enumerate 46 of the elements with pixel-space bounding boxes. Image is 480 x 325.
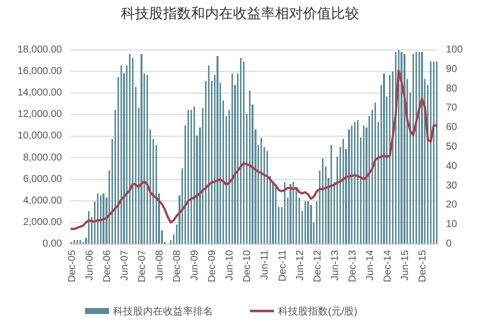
y2-tick-label: 70 bbox=[446, 102, 458, 114]
x-tick-label: Dec-11 bbox=[277, 250, 288, 282]
x-tick-label: Dec-08 bbox=[172, 250, 184, 282]
y2-tick-label: 40 bbox=[446, 160, 458, 172]
y-tick-label: 12,000.00 bbox=[18, 109, 62, 120]
x-tick-label: Dec-07 bbox=[137, 250, 148, 282]
y2-tick-label: 0 bbox=[446, 238, 452, 250]
y-tick-label: 2,000.00 bbox=[23, 216, 62, 228]
y-tick-label: 10,000.00 bbox=[18, 130, 62, 142]
y2-tick-label: 60 bbox=[446, 122, 458, 134]
y2-tick-label: 30 bbox=[446, 180, 458, 192]
x-tick-label: Dec-09 bbox=[207, 250, 218, 282]
y-tick-label: 18,000.00 bbox=[18, 44, 62, 56]
y2-tick-label: 80 bbox=[446, 83, 458, 94]
x-tick-label: Jun-11 bbox=[260, 250, 271, 280]
x-tick-label: Jun-13 bbox=[330, 250, 341, 281]
y-tick-label: 16,000.00 bbox=[18, 66, 62, 78]
y2-tick-label: 10 bbox=[446, 219, 458, 230]
line-series bbox=[70, 69, 438, 230]
y-tick-label: 8,000.00 bbox=[23, 152, 62, 164]
x-tick-label: Dec-14 bbox=[382, 250, 394, 282]
x-tick-label: Jun-12 bbox=[294, 250, 306, 281]
y-tick-label: 4,000.00 bbox=[23, 195, 62, 206]
x-tick-label: Dec-06 bbox=[102, 250, 113, 282]
x-tick-label: Jun-14 bbox=[364, 250, 376, 281]
y2-tick-label: 90 bbox=[446, 64, 458, 75]
x-tick-label: Jun-09 bbox=[190, 250, 201, 281]
y-tick-label: 14,000.00 bbox=[18, 88, 62, 99]
x-tick-label: Dec-05 bbox=[66, 250, 78, 282]
x-tick-label: Jun-10 bbox=[224, 250, 236, 281]
legend-label: 科技股内在收益率排名 bbox=[113, 306, 213, 318]
y2-tick-label: 50 bbox=[446, 142, 458, 152]
x-tick-label: Dec-12 bbox=[312, 250, 324, 282]
legend-label: 科技股指数(元/股) bbox=[278, 306, 358, 318]
x-tick-label: Jun-06 bbox=[84, 250, 96, 281]
x-tick-label: Dec-13 bbox=[347, 250, 358, 282]
x-tick-label: Dec-10 bbox=[242, 250, 254, 282]
y-tick-label: 6,000.00 bbox=[23, 174, 62, 185]
y2-tick-label: 20 bbox=[446, 200, 458, 211]
x-tick-label: Jun-08 bbox=[154, 250, 166, 281]
x-tick-label: Dec-15 bbox=[418, 250, 429, 282]
y-tick-label: 0.00 bbox=[42, 238, 62, 250]
chart-title: 科技股指数和内在收益率相对价值比较 bbox=[121, 5, 359, 21]
x-tick-label: Jun-15 bbox=[400, 250, 411, 281]
x-tick-label: Jun-07 bbox=[119, 250, 130, 281]
y2-tick-label: 100 bbox=[446, 44, 464, 56]
